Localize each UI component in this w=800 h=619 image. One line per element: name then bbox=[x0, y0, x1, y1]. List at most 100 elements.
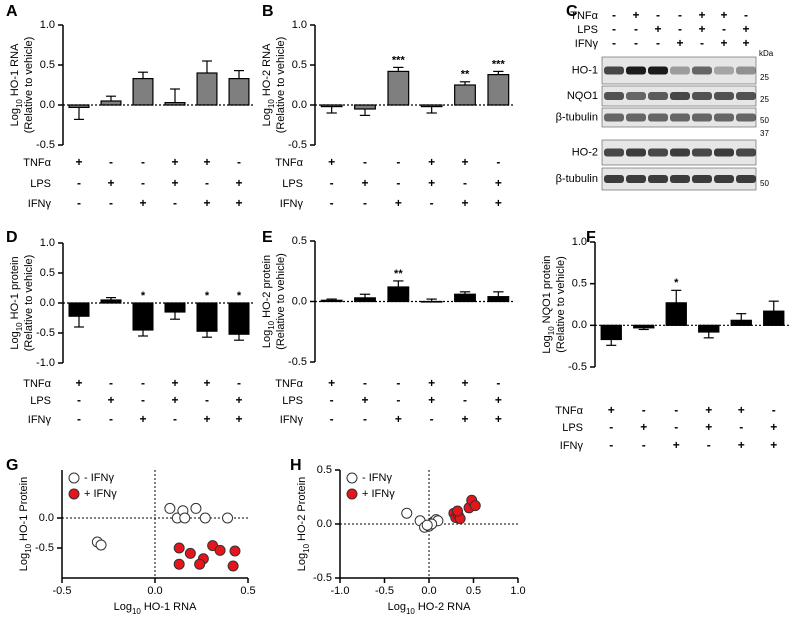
blot-band bbox=[626, 66, 646, 75]
point bbox=[190, 502, 202, 514]
treatment-mark: + bbox=[75, 155, 82, 169]
bar bbox=[132, 302, 154, 331]
treatment-mark: - bbox=[330, 393, 334, 407]
x-axis-label: Log10 HO-1 RNA bbox=[114, 601, 197, 616]
significance: * bbox=[205, 290, 210, 302]
treatment-mark: + bbox=[328, 155, 335, 169]
treatment-mark: - bbox=[363, 196, 367, 210]
treatment-mark: - bbox=[430, 412, 434, 426]
treatment-mark: + bbox=[673, 438, 680, 452]
error-bar bbox=[393, 280, 404, 287]
point bbox=[184, 547, 196, 559]
treatment-mark: + bbox=[171, 176, 178, 190]
legend-label: - IFNγ bbox=[84, 472, 114, 484]
point bbox=[451, 505, 463, 517]
treatment-label: LPS bbox=[282, 178, 303, 190]
treatment-mark: + bbox=[738, 438, 745, 452]
y-axis-label: Log10 NQO1 protein bbox=[541, 255, 556, 353]
treatment-mark: + bbox=[428, 376, 435, 390]
panel-letter: D bbox=[6, 229, 18, 246]
blot-band bbox=[692, 148, 712, 157]
y-axis-label-log: Log bbox=[541, 335, 553, 353]
treatment-mark: + bbox=[461, 376, 468, 390]
error-bar bbox=[359, 109, 371, 117]
treatment-label: LPS bbox=[577, 24, 598, 36]
treatment-mark: - bbox=[656, 8, 660, 22]
blot-band bbox=[736, 66, 756, 75]
legend-label: + IFNγ bbox=[362, 488, 395, 500]
treatment-mark: + bbox=[720, 8, 727, 22]
treatment-mark: + bbox=[461, 155, 468, 169]
y-axis-label-base: 10 bbox=[547, 326, 556, 335]
y-axis-label-base: 10 bbox=[15, 322, 24, 331]
treatment-mark: + bbox=[640, 420, 647, 434]
treatment-mark: - bbox=[77, 393, 81, 407]
treatment-mark: - bbox=[739, 420, 743, 434]
y-tick-label: -0.5 bbox=[35, 542, 54, 554]
blot-band bbox=[670, 175, 690, 183]
treatment-mark: - bbox=[609, 420, 613, 434]
treatment-mark: + bbox=[428, 176, 435, 190]
error-bar bbox=[106, 297, 116, 300]
treatment-mark: + bbox=[203, 196, 210, 210]
bar bbox=[454, 293, 476, 303]
y-tick-label: 0.5 bbox=[292, 235, 307, 247]
treatment-mark: - bbox=[141, 376, 145, 390]
y-axis-label-2: (Relative to vehicle) bbox=[555, 256, 567, 353]
treatment-mark: - bbox=[141, 155, 145, 169]
y-tick-label: 1.0 bbox=[40, 19, 55, 31]
y-tick-label: 1.0 bbox=[40, 237, 55, 249]
point bbox=[421, 519, 433, 531]
error-bar bbox=[170, 312, 180, 320]
blot-row-label: NQO1 bbox=[567, 90, 598, 102]
treatment-mark: - bbox=[642, 438, 646, 452]
y-tick-label: -0.5 bbox=[36, 139, 55, 151]
bar bbox=[228, 77, 250, 106]
blot-band bbox=[626, 148, 646, 157]
x-tick-label: -0.5 bbox=[375, 585, 394, 597]
error-bar bbox=[74, 107, 84, 121]
blot-band bbox=[692, 92, 712, 100]
treatment-mark: - bbox=[237, 376, 241, 390]
significance: * bbox=[141, 290, 146, 302]
panel-letter: E bbox=[262, 229, 273, 246]
error-bar bbox=[671, 289, 682, 303]
y-axis-label-log: Log bbox=[261, 330, 273, 348]
x-axis-label-log: Log bbox=[388, 601, 406, 613]
treatment-mark: + bbox=[139, 412, 146, 426]
error-bar bbox=[138, 71, 148, 79]
legend-swatch bbox=[68, 472, 80, 484]
treatment-mark: + bbox=[705, 403, 712, 417]
treatment-mark: - bbox=[700, 36, 704, 50]
point bbox=[164, 502, 176, 514]
y-axis-label-log: Log bbox=[9, 331, 21, 349]
error-bar bbox=[234, 334, 244, 341]
point bbox=[214, 544, 226, 556]
point bbox=[222, 512, 234, 524]
blot-band bbox=[604, 92, 624, 100]
treatment-mark: - bbox=[678, 22, 682, 36]
bar bbox=[228, 302, 250, 335]
error-bar bbox=[606, 339, 617, 346]
treatment-mark: - bbox=[642, 403, 646, 417]
y-axis-label-log: Log bbox=[18, 553, 30, 571]
y-tick-label: -0.5 bbox=[288, 139, 307, 151]
bar bbox=[600, 324, 622, 341]
x-tick-label: 0.0 bbox=[147, 585, 162, 597]
treatment-mark: - bbox=[612, 36, 616, 50]
significance: *** bbox=[392, 54, 406, 66]
y-axis-label-text: HO-1 Protein bbox=[18, 477, 30, 541]
blot-band bbox=[648, 92, 668, 100]
treatment-mark: - bbox=[744, 8, 748, 22]
treatment-mark: - bbox=[674, 403, 678, 417]
error-bar bbox=[459, 291, 471, 295]
treatment-label: IFNγ bbox=[28, 414, 52, 426]
x-tick-label: -1.0 bbox=[331, 585, 350, 597]
blot-band bbox=[714, 66, 734, 75]
blot-band bbox=[648, 175, 668, 183]
treatment-mark: + bbox=[428, 155, 435, 169]
y-axis-label-text: HO-2 protein bbox=[261, 255, 273, 318]
treatment-mark: + bbox=[203, 155, 210, 169]
y-tick-label: -0.5 bbox=[288, 356, 307, 368]
